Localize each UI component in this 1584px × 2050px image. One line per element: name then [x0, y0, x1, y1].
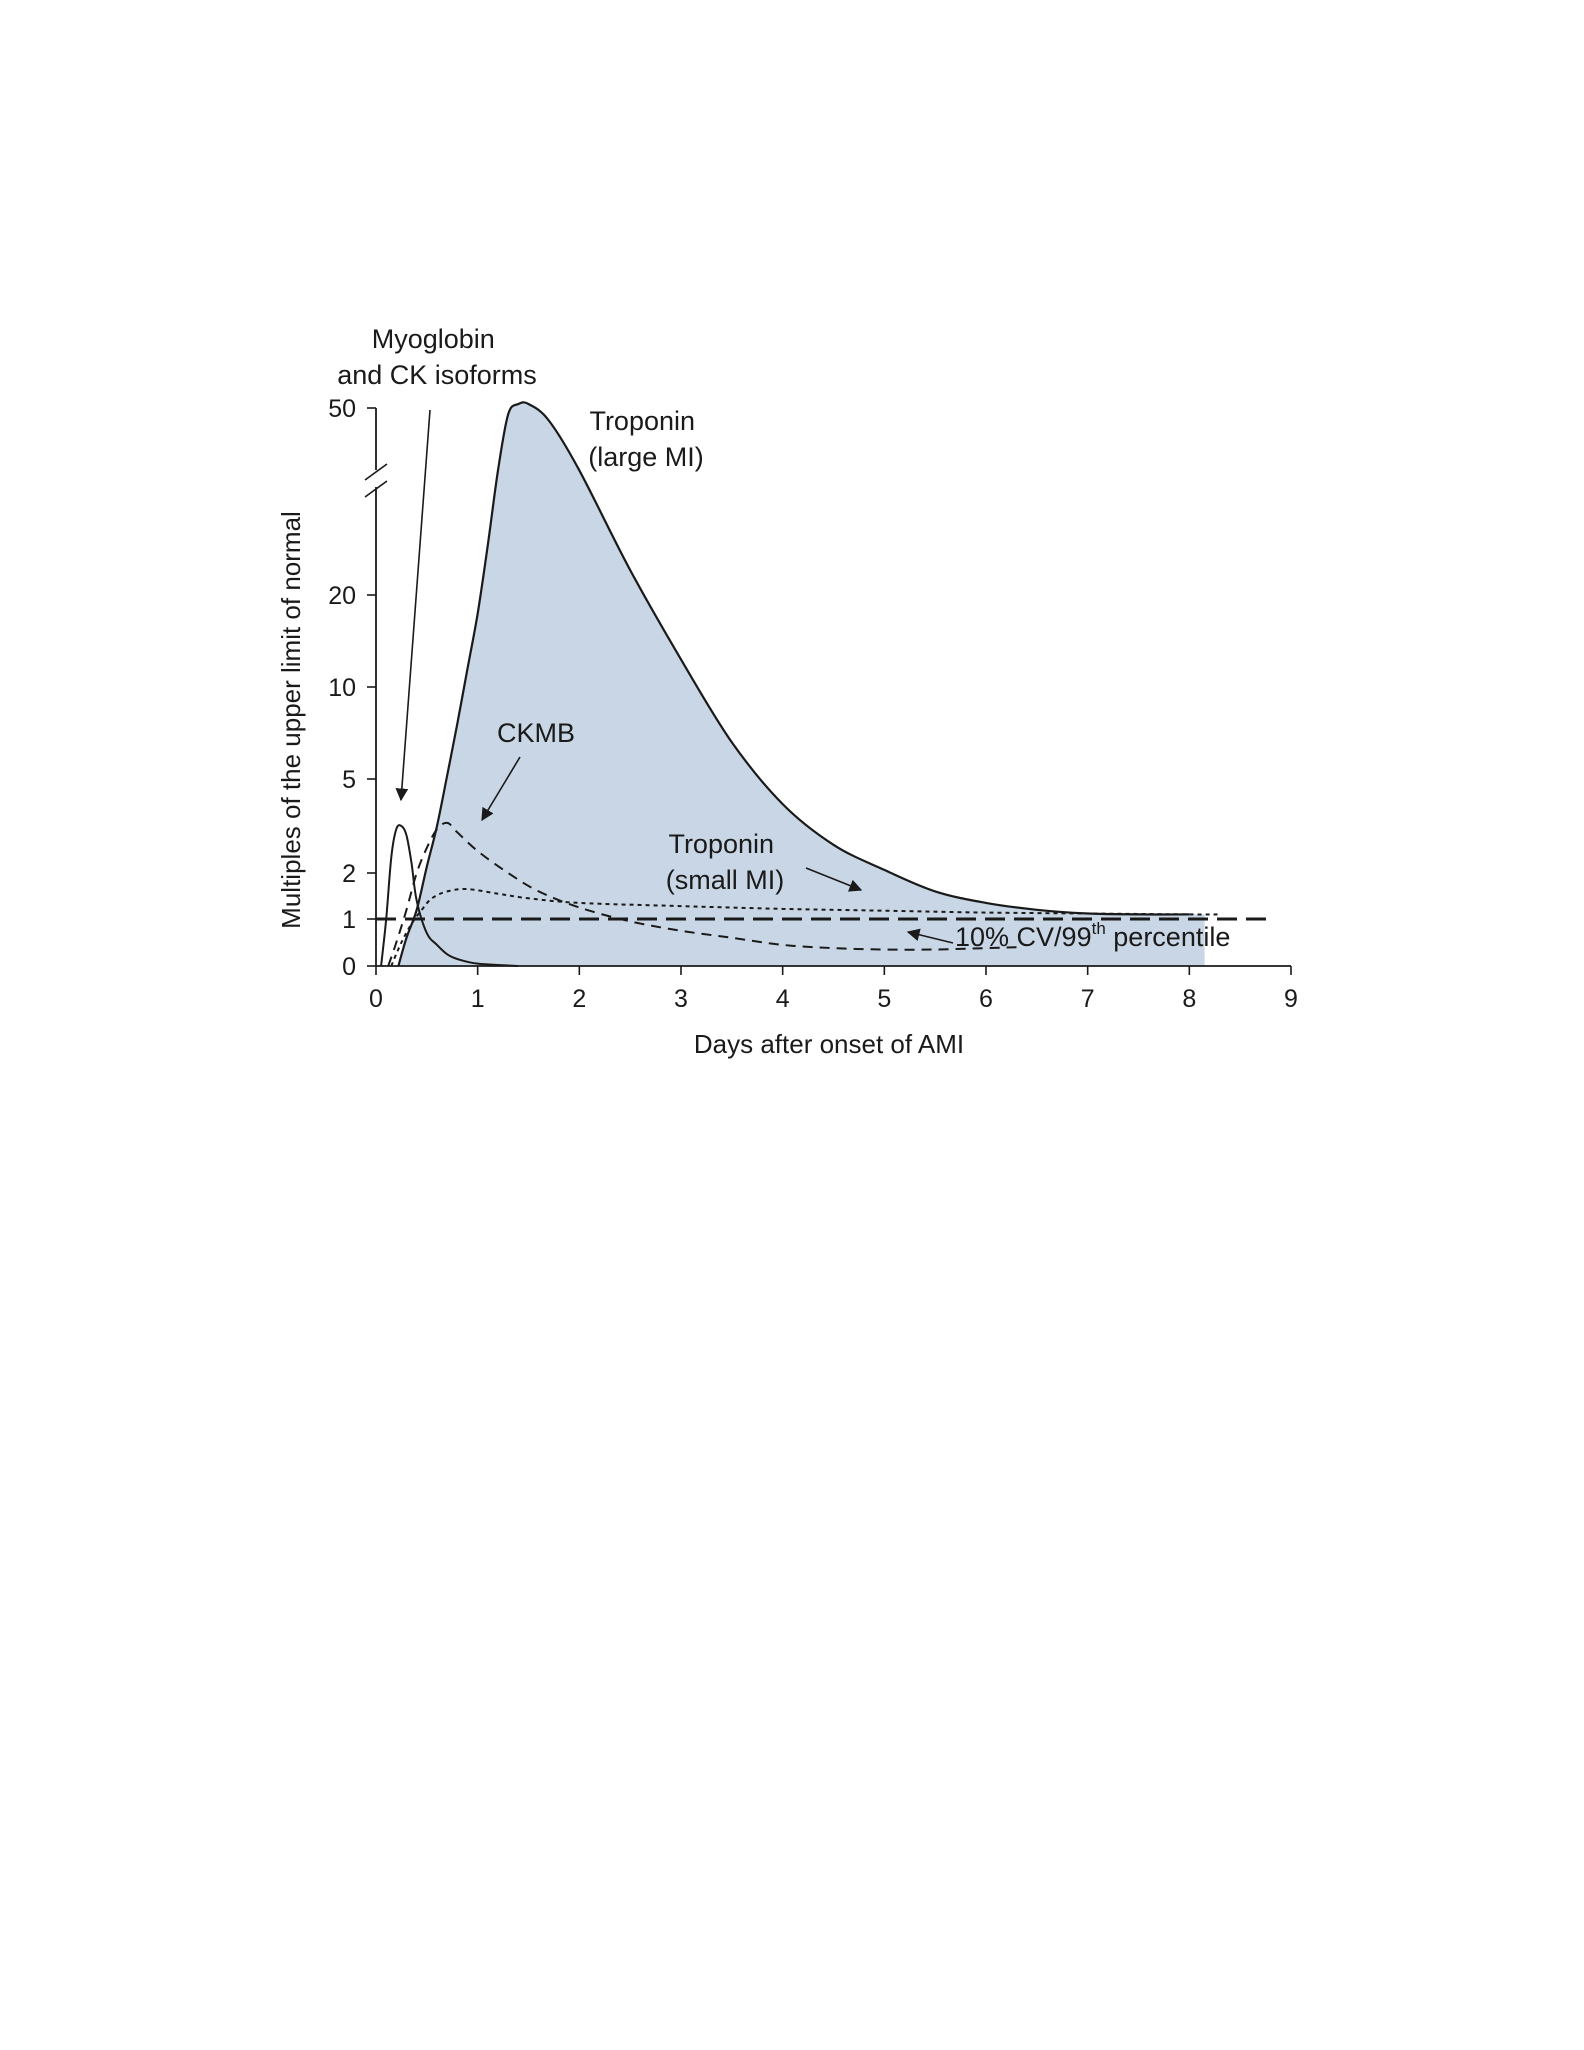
y-tick-label: 5	[342, 766, 356, 794]
y-axis-break-slash-1	[364, 463, 388, 481]
annotation-cutoff: 10% CV/99th percentile	[955, 919, 1230, 952]
y-axis-break-slash-2	[364, 480, 388, 498]
arrow-ckmb	[481, 756, 521, 822]
annotation-myoglobin-line-2: and CK isoforms	[337, 360, 537, 390]
x-tick-label: 7	[1081, 985, 1095, 1013]
annotation-ckmb-line-1: CKMB	[497, 718, 575, 748]
annotation-myoglobin-line-1: Myoglobin	[372, 324, 495, 354]
annotation-myoglobin: Myoglobin and CK isoforms	[337, 324, 537, 390]
annotation-troponin-large-line-2: (large MI)	[588, 442, 704, 472]
annotation-cutoff-tail: percentile	[1106, 922, 1231, 952]
series-troponin-large-mi	[397, 401, 1190, 967]
y-axis-break-mark	[364, 463, 388, 498]
x-ticks: 0 1 2 3 4 5 6 7 8 9	[369, 966, 1298, 1013]
y-tick-label: 2	[342, 860, 356, 888]
x-tick-label: 6	[979, 985, 993, 1013]
x-tick-label: 9	[1284, 985, 1298, 1013]
annotation-cutoff-text: 10% CV/99	[955, 922, 1092, 952]
y-ticks: 0 1 2 5 10 20 50	[328, 395, 376, 981]
annotation-troponin-large-line-1: Troponin	[589, 406, 695, 436]
y-tick-label: 0	[342, 953, 356, 981]
series-ckmb	[387, 821, 1017, 967]
annotation-troponin-small-line-2: (small MI)	[666, 865, 784, 895]
annotation-troponin-small-mi: Troponin (small MI)	[666, 829, 784, 895]
x-tick-label: 5	[877, 985, 891, 1013]
y-tick-label: 10	[328, 674, 356, 702]
annotation-ckmb: CKMB	[497, 718, 575, 748]
x-axis-label: Days after onset of AMI	[694, 1029, 964, 1059]
annotation-troponin-large-mi: Troponin (large MI)	[588, 406, 704, 472]
annotation-troponin-small-line-1: Troponin	[668, 829, 774, 859]
x-tick-label: 1	[471, 985, 485, 1013]
arrow-troponin-small	[805, 867, 863, 892]
y-tick-label: 50	[328, 395, 356, 423]
y-tick-label: 20	[328, 582, 356, 610]
x-tick-label: 8	[1182, 985, 1196, 1013]
x-tick-label: 2	[572, 985, 586, 1013]
y-axis-label: Multiples of the upper limit of normal	[276, 511, 306, 929]
y-tick-label: 1	[342, 906, 356, 934]
series-troponin-large-mi-fill	[398, 402, 1205, 966]
x-tick-label: 4	[776, 985, 790, 1013]
x-tick-label: 0	[369, 985, 383, 1013]
x-tick-label: 3	[674, 985, 688, 1013]
series-troponin-small-mi	[390, 888, 1220, 967]
arrow-myoglobin	[395, 409, 431, 802]
arrow-cutoff	[906, 928, 954, 944]
annotation-cutoff-sup: th	[1092, 919, 1106, 938]
